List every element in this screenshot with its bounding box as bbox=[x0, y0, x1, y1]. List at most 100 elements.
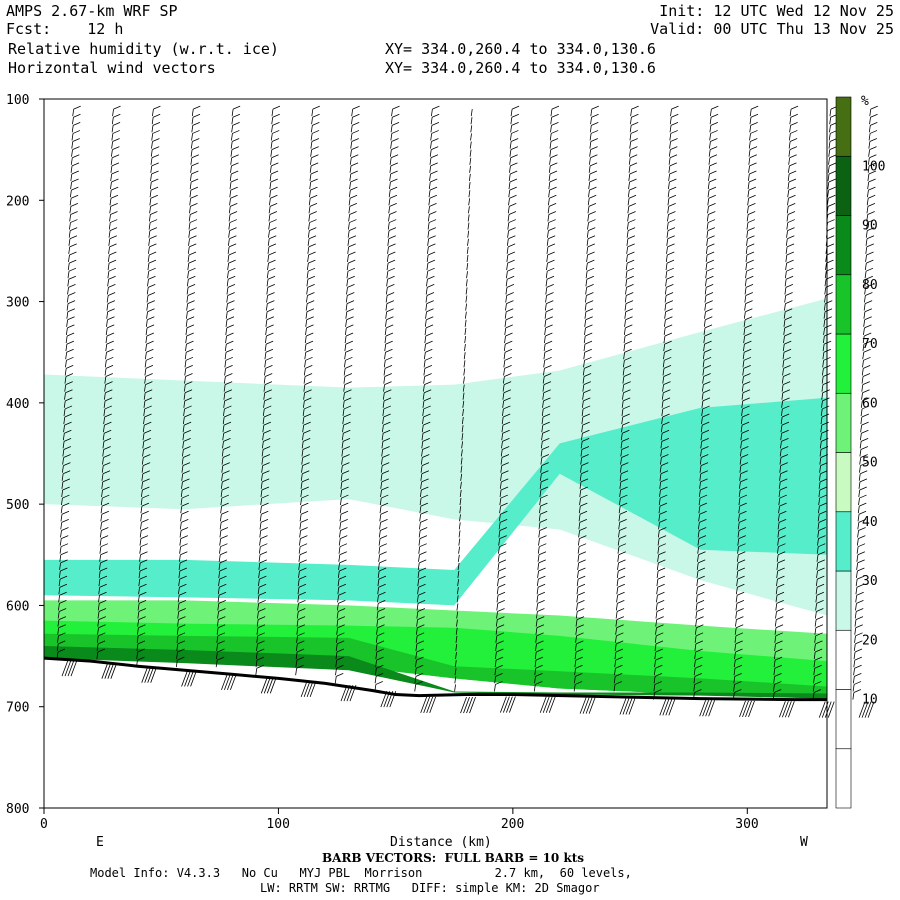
barb-feather bbox=[746, 275, 754, 280]
barb-feather bbox=[548, 219, 556, 223]
barb-stem bbox=[139, 530, 142, 538]
barb-feather bbox=[630, 138, 638, 142]
barb-feather bbox=[105, 381, 113, 385]
barb-column bbox=[732, 105, 759, 717]
barb-feather bbox=[303, 405, 312, 410]
barb-stem bbox=[815, 579, 818, 587]
barb-stem bbox=[536, 595, 539, 603]
barb-stem bbox=[230, 157, 233, 165]
barb-feather bbox=[72, 138, 80, 142]
barb-feather bbox=[817, 559, 825, 564]
barb-feather bbox=[272, 113, 280, 118]
barb-stem bbox=[143, 408, 146, 416]
colorbar-label: 90 bbox=[862, 219, 878, 234]
barb-feather bbox=[270, 194, 278, 199]
barb-feather bbox=[338, 575, 347, 580]
barb-feather bbox=[420, 527, 428, 531]
barb-stem bbox=[510, 117, 513, 125]
barb-stem bbox=[305, 327, 307, 335]
barb-stem bbox=[546, 254, 549, 263]
barb-feather bbox=[781, 446, 789, 450]
barb-stem bbox=[861, 376, 864, 384]
barb-stem bbox=[111, 117, 114, 125]
barb-stem bbox=[306, 263, 309, 271]
barb-stem bbox=[101, 473, 104, 481]
barb-stem bbox=[230, 141, 233, 149]
barb-feather bbox=[299, 559, 307, 564]
barb-feather bbox=[779, 502, 787, 507]
barb-feather bbox=[589, 170, 598, 175]
barb-stem bbox=[222, 433, 225, 441]
barb-stem bbox=[299, 530, 302, 538]
barb-feather bbox=[187, 308, 195, 313]
barb-stem bbox=[389, 181, 391, 190]
barb-feather bbox=[140, 535, 149, 539]
barb-feather bbox=[188, 259, 196, 264]
barb-feather bbox=[342, 446, 350, 450]
barb-feather bbox=[258, 616, 266, 620]
barb-stem bbox=[216, 635, 219, 643]
barb-stem bbox=[264, 368, 266, 376]
barb-stem bbox=[70, 157, 73, 165]
barb-feather bbox=[550, 162, 558, 167]
barb-stem bbox=[187, 246, 190, 254]
barb-feather bbox=[658, 559, 666, 564]
barb-stem bbox=[749, 125, 752, 133]
barb-feather bbox=[695, 648, 703, 653]
barb-feather bbox=[429, 211, 437, 215]
barb-feather bbox=[261, 486, 270, 491]
barb-feather bbox=[68, 284, 76, 288]
barb-feather bbox=[549, 186, 557, 191]
barb-stem bbox=[141, 473, 144, 481]
barb-feather bbox=[427, 284, 435, 288]
barb-stem bbox=[138, 579, 141, 587]
barb-stem bbox=[742, 368, 745, 376]
barb-feather bbox=[498, 559, 507, 564]
barb-feather bbox=[63, 446, 72, 450]
barb-feather bbox=[508, 227, 516, 232]
barb-stem bbox=[789, 117, 792, 125]
barb-feather bbox=[697, 575, 705, 580]
barb-stem bbox=[340, 489, 343, 498]
barb-stem bbox=[585, 287, 588, 295]
barb-stem bbox=[263, 400, 265, 408]
barb-stem bbox=[418, 546, 421, 554]
barb-feather bbox=[784, 324, 792, 329]
barb-surface-feather bbox=[386, 690, 394, 708]
barb-stem bbox=[178, 587, 180, 595]
barb-feather bbox=[336, 648, 345, 653]
barb-stem bbox=[619, 489, 622, 498]
barb-stem bbox=[746, 214, 749, 222]
barb-stem bbox=[814, 611, 817, 619]
barb-stem bbox=[180, 498, 183, 506]
barb-stem bbox=[220, 506, 223, 514]
barb-stem bbox=[177, 595, 180, 603]
barb-feather bbox=[694, 689, 702, 693]
barb-feather bbox=[183, 429, 192, 434]
barb-stem bbox=[579, 498, 581, 506]
barb-stem bbox=[228, 230, 230, 238]
barb-feather bbox=[61, 510, 70, 515]
barb-stem bbox=[667, 214, 669, 222]
barb-stem bbox=[575, 635, 577, 643]
barb-feather bbox=[266, 316, 275, 321]
barb-stem bbox=[101, 489, 103, 498]
barb-stem bbox=[302, 416, 305, 425]
barb-stem bbox=[310, 125, 313, 133]
barb-feather bbox=[814, 656, 823, 661]
barb-surface-feather bbox=[107, 662, 115, 679]
barb-stem bbox=[461, 425, 464, 433]
barb-stem bbox=[460, 465, 463, 473]
barb-feather bbox=[500, 502, 508, 507]
barb-stem bbox=[619, 481, 622, 489]
barb-stem bbox=[374, 684, 377, 692]
barb-stem bbox=[146, 295, 149, 303]
barb-stem bbox=[828, 149, 831, 157]
barb-feather bbox=[587, 235, 596, 240]
barb-feather bbox=[303, 421, 311, 426]
barb-feather bbox=[222, 454, 231, 458]
barb-surface-feather bbox=[309, 680, 317, 698]
barb-feather bbox=[426, 300, 434, 304]
barb-feather bbox=[508, 211, 517, 215]
barb-stem bbox=[629, 149, 631, 157]
